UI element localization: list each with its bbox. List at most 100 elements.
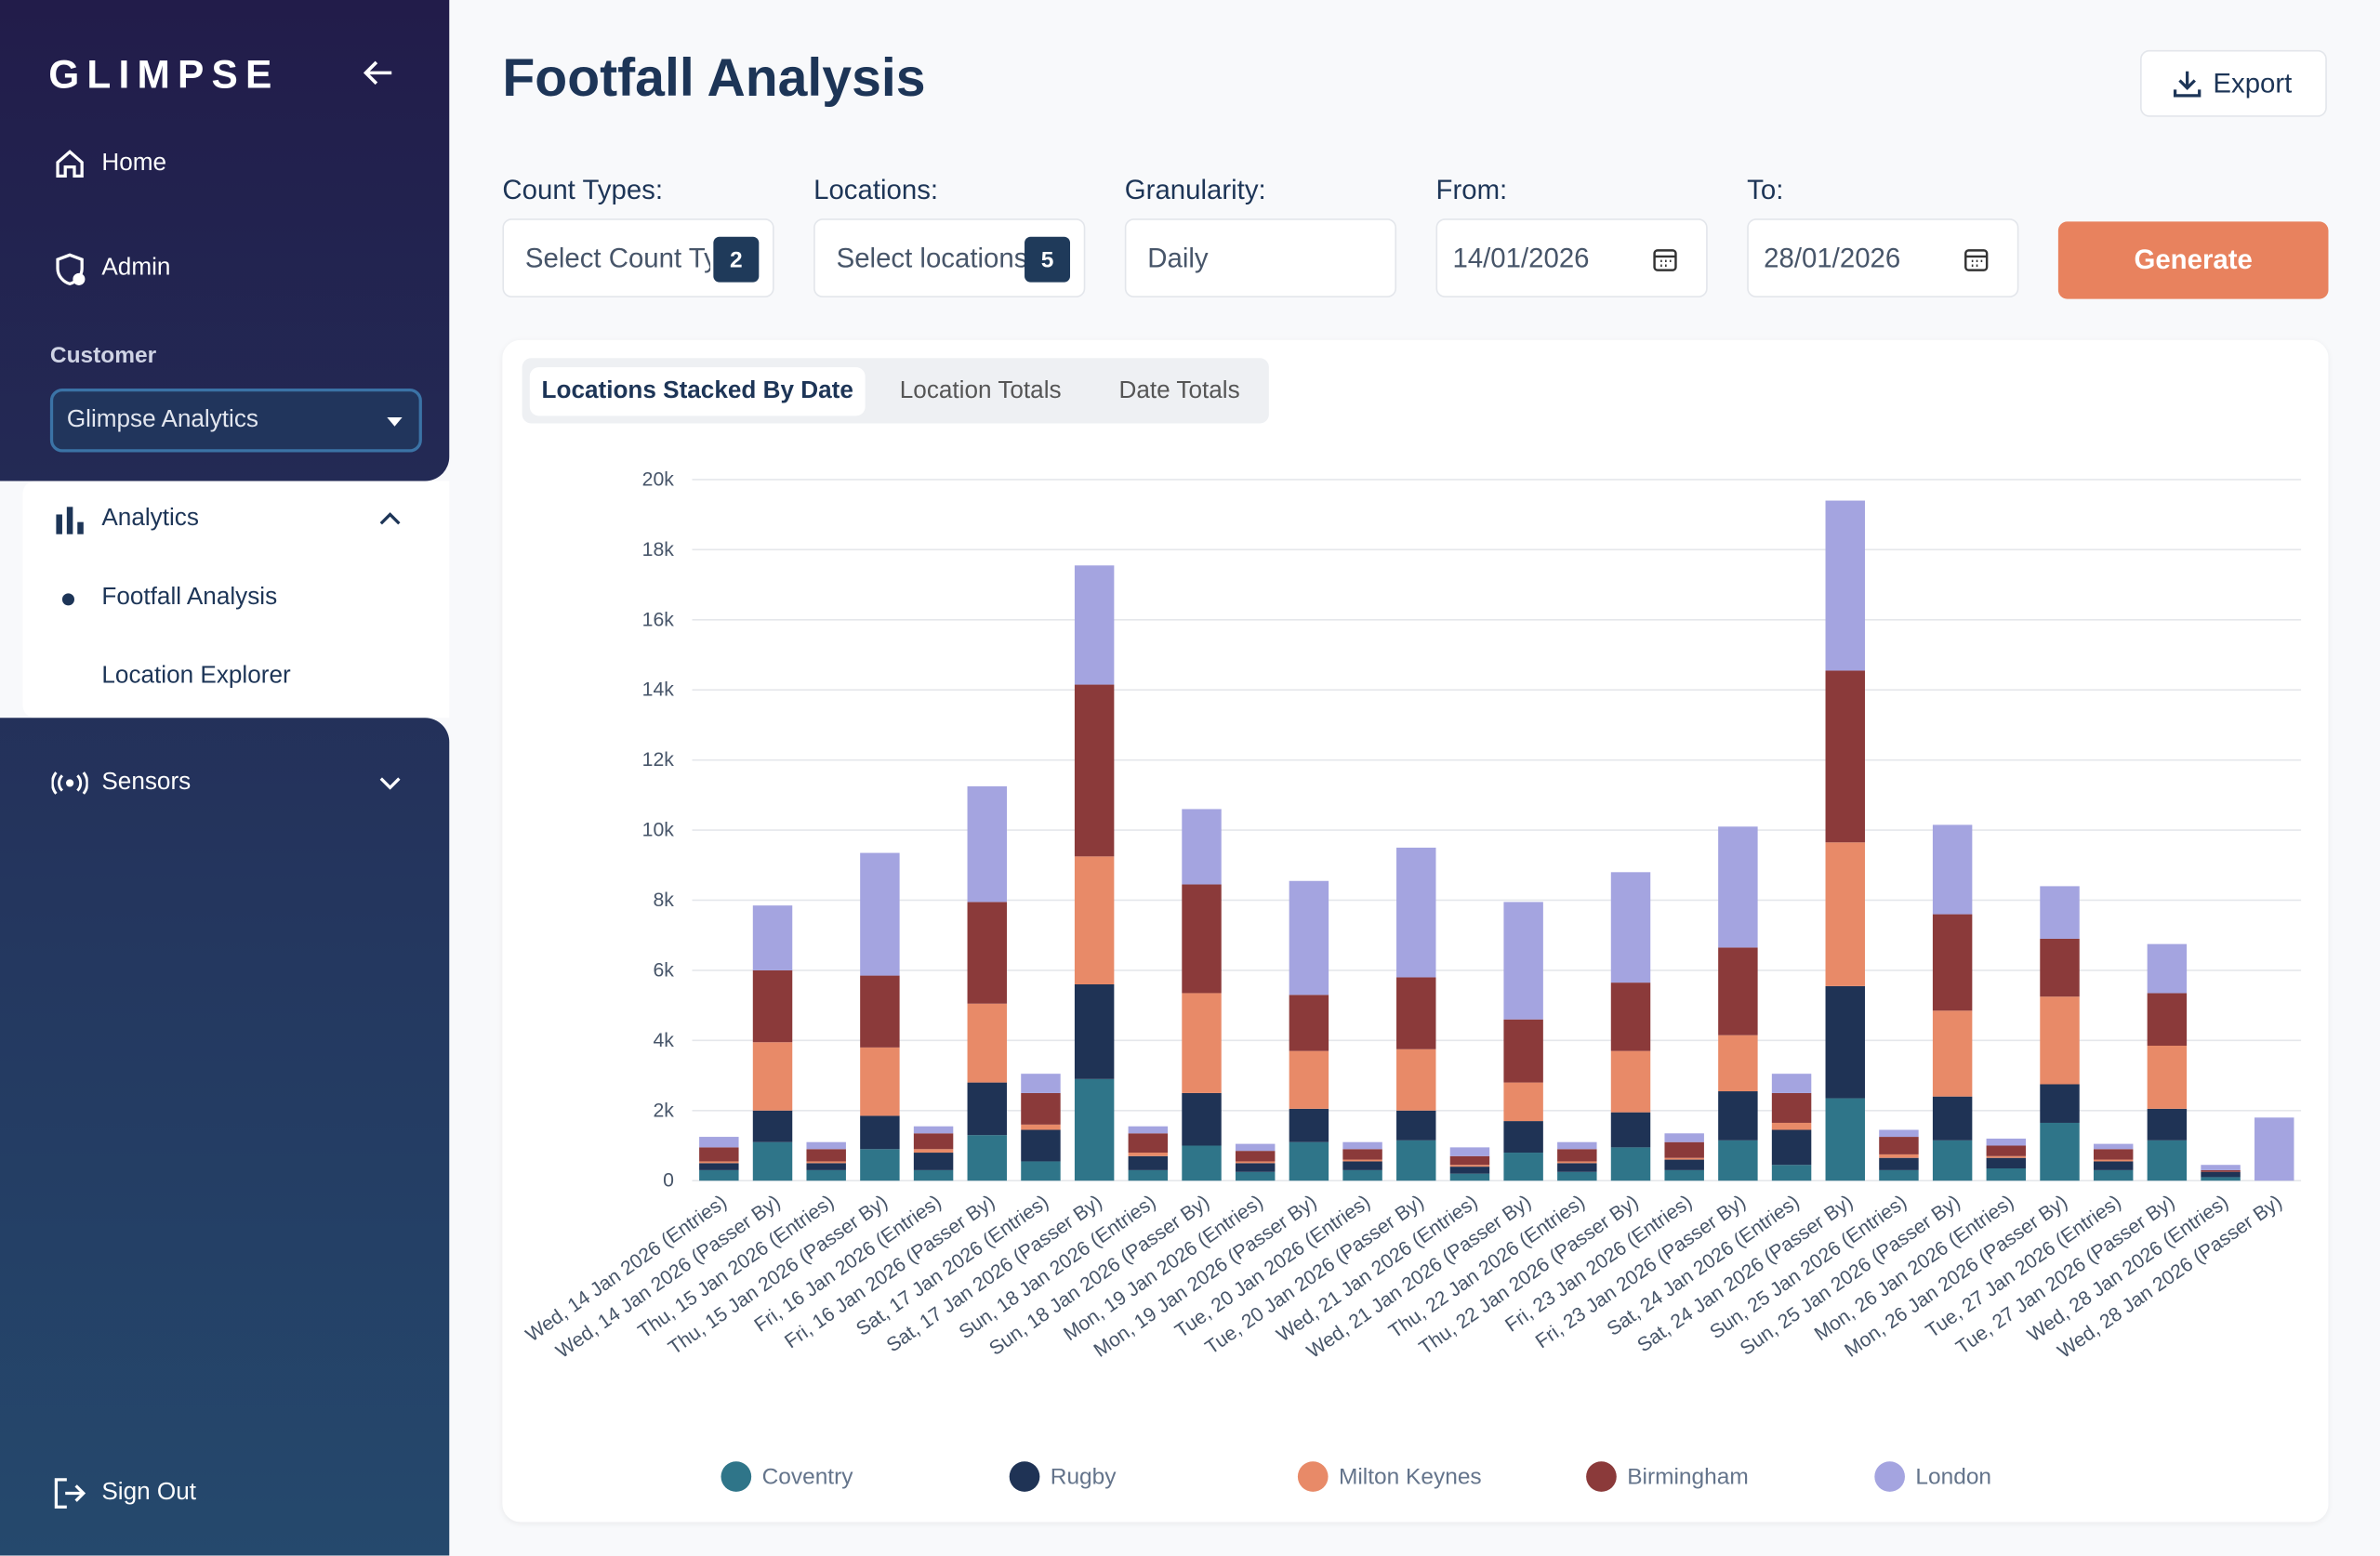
nav-admin[interactable]: Admin [101, 255, 171, 282]
bar-segment [1449, 1147, 1490, 1156]
bar-segment [1771, 1092, 1812, 1123]
bar-segment [2201, 1177, 2241, 1181]
y-tick-label: 14k [642, 679, 675, 701]
bar-segment [1074, 856, 1115, 985]
bar-segment [1235, 1161, 1276, 1164]
legend-label: London [1915, 1465, 1991, 1490]
bar-segment [1396, 1048, 1436, 1111]
bar-segment [1128, 1153, 1169, 1156]
legend-label: Milton Keynes [1339, 1465, 1482, 1490]
customer-value: Glimpse Analytics [66, 406, 258, 433]
y-tick-label: 0 [663, 1170, 674, 1192]
bar-segment [1182, 1092, 1222, 1146]
bar-segment [1771, 1074, 1812, 1093]
bar-segment [1932, 1140, 1973, 1181]
nav-analytics[interactable]: Analytics [101, 505, 199, 532]
filter-label: Granularity: [1124, 174, 1266, 205]
bar-segment [1557, 1149, 1597, 1162]
tab-active[interactable]: Locations Stacked By Date [529, 367, 866, 416]
bar-segment [1289, 880, 1329, 996]
bar-segment [752, 1042, 793, 1111]
y-tick-label: 18k [642, 539, 675, 560]
chevron-up[interactable] [379, 511, 401, 526]
bar-segment [2147, 993, 2188, 1047]
bar-segment [1825, 1098, 1865, 1181]
placeholder: Select Count Types [524, 242, 710, 273]
tab[interactable]: Date Totals [1118, 377, 1240, 404]
bar-segment [913, 1149, 954, 1154]
bar-segment [1021, 1092, 1061, 1125]
bar-segment [1879, 1157, 1919, 1170]
bar-segment [1879, 1129, 1919, 1138]
filter-label: Count Types: [502, 174, 664, 205]
bar-segment [967, 1082, 1007, 1136]
bar-segment [1074, 1078, 1115, 1181]
download-icon [2173, 71, 2202, 98]
customer-select[interactable]: Glimpse Analytics [49, 388, 422, 453]
bar-segment [1128, 1126, 1169, 1134]
bar-segment [1503, 1153, 1543, 1181]
calendar-icon[interactable] [1964, 247, 1989, 271]
collapse-icon[interactable] [362, 58, 395, 88]
chevron-down[interactable] [379, 775, 401, 790]
bar-segment [1932, 1096, 1973, 1141]
locations-select[interactable]: Select locations 5 [813, 218, 1086, 297]
bar-segment [806, 1161, 846, 1164]
nav-home[interactable]: Home [101, 150, 167, 177]
bar-segment [1610, 1112, 1651, 1148]
filter-label: Locations: [813, 174, 939, 205]
bar-segment [1557, 1161, 1597, 1164]
bar-segment [1610, 982, 1651, 1051]
tab[interactable]: Location Totals [899, 377, 1062, 404]
bar-segment [1396, 977, 1436, 1049]
to-date[interactable]: 28/01/2026 [1747, 218, 2019, 297]
filter-label: To: [1747, 174, 1784, 205]
bar-segment [1503, 902, 1543, 1020]
bar-segment [1503, 1082, 1543, 1122]
bar-segment [1074, 684, 1115, 857]
bar-segment [2040, 1084, 2080, 1123]
bar-segment [2147, 1046, 2188, 1109]
bar-segment [1289, 1050, 1329, 1109]
from-date[interactable]: 14/01/2026 [1435, 218, 1708, 297]
value: 28/01/2026 [1764, 242, 1901, 273]
bar-segment [860, 1149, 900, 1181]
calendar-icon[interactable] [1653, 247, 1677, 271]
chart: 0 2k 4k 6k 8k 10k 12k 14k 16k 18k 20k Wed, 14 Jan 2… [522, 468, 2302, 1492]
bar-segment [806, 1163, 846, 1170]
bar-segment [1932, 824, 1973, 915]
count-badge: 5 [1025, 236, 1071, 283]
count-badge: 2 [713, 236, 760, 283]
count-types-select[interactable]: Select Count Types2 [502, 218, 774, 297]
sidebar-bottom [0, 718, 450, 1556]
bar-segment [1503, 1019, 1543, 1083]
bar-segment [1128, 1133, 1169, 1154]
generate-button[interactable]: Generate [2057, 221, 2329, 299]
nav-sensors[interactable]: Sensors [101, 769, 192, 796]
export-label: Export [2213, 68, 2293, 99]
bar-segment [1932, 1010, 1973, 1097]
bar-segment [806, 1169, 846, 1181]
sign-out[interactable]: Sign Out [101, 1479, 197, 1506]
bar-segment [967, 902, 1007, 1004]
analytics-icon [56, 507, 84, 534]
bar-segment [1396, 847, 1436, 978]
bar-segment [913, 1153, 954, 1170]
bar-segment [1289, 1108, 1329, 1142]
bar-segment [1986, 1168, 2027, 1181]
bar-segment [2201, 1165, 2241, 1170]
logo[interactable]: GLIMPSE [48, 51, 280, 98]
bar-segment [806, 1149, 846, 1162]
nav-footfall[interactable]: Footfall Analysis [101, 584, 278, 611]
nav-location-explorer[interactable]: Location Explorer [101, 663, 291, 690]
sensors-icon [51, 771, 88, 795]
granularity-select[interactable]: Daily [1124, 218, 1397, 297]
export-button[interactable]: Export [2140, 49, 2327, 117]
bar-segment [1182, 1145, 1222, 1181]
bar-segment [1932, 914, 1973, 1011]
bar-segment [752, 969, 793, 1043]
bar-segment [699, 1147, 739, 1162]
bar-segment [1182, 993, 1222, 1093]
bar-segment [2040, 1122, 2080, 1181]
